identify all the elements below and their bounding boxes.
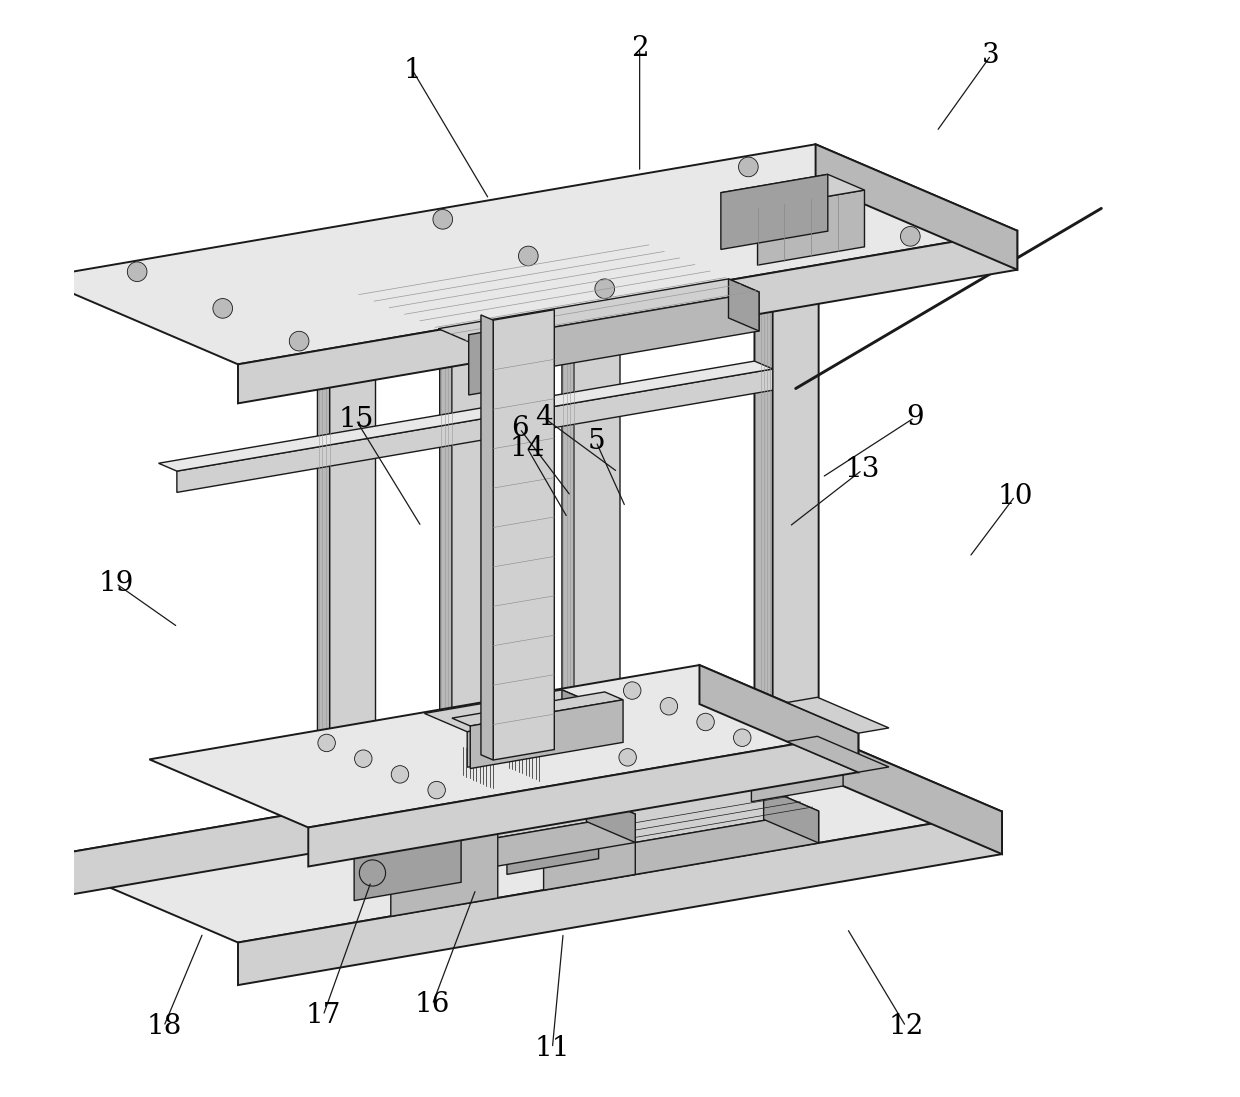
Polygon shape xyxy=(238,812,1002,985)
Circle shape xyxy=(624,682,641,699)
Polygon shape xyxy=(330,316,376,835)
Circle shape xyxy=(739,157,758,177)
Text: 4: 4 xyxy=(534,404,552,431)
Polygon shape xyxy=(562,278,574,793)
Circle shape xyxy=(825,194,843,214)
Circle shape xyxy=(595,279,615,298)
Text: 2: 2 xyxy=(631,35,649,63)
Circle shape xyxy=(660,698,677,715)
Text: 15: 15 xyxy=(339,406,373,433)
Polygon shape xyxy=(549,788,818,848)
Polygon shape xyxy=(543,817,635,890)
Text: 13: 13 xyxy=(844,456,880,484)
Circle shape xyxy=(508,701,526,719)
Polygon shape xyxy=(574,274,620,793)
Polygon shape xyxy=(469,292,759,381)
Circle shape xyxy=(355,750,372,768)
Polygon shape xyxy=(507,802,635,834)
Polygon shape xyxy=(238,230,1017,404)
Polygon shape xyxy=(451,295,497,814)
Circle shape xyxy=(518,246,538,265)
Polygon shape xyxy=(309,733,858,867)
Polygon shape xyxy=(481,315,494,760)
Polygon shape xyxy=(699,665,858,772)
Circle shape xyxy=(433,210,453,229)
Polygon shape xyxy=(720,174,828,249)
Circle shape xyxy=(697,713,714,731)
Text: 1: 1 xyxy=(404,57,422,84)
Polygon shape xyxy=(804,726,1002,855)
Text: 16: 16 xyxy=(414,992,450,1018)
Polygon shape xyxy=(764,788,818,842)
Polygon shape xyxy=(149,665,858,827)
Circle shape xyxy=(900,226,920,246)
Text: 18: 18 xyxy=(146,1013,181,1040)
Circle shape xyxy=(392,766,409,783)
Polygon shape xyxy=(36,145,1017,364)
Polygon shape xyxy=(754,231,773,750)
Polygon shape xyxy=(787,698,889,733)
Circle shape xyxy=(734,730,751,746)
Text: 3: 3 xyxy=(982,42,999,69)
Polygon shape xyxy=(751,730,843,802)
Polygon shape xyxy=(720,716,843,745)
Text: 10: 10 xyxy=(997,483,1033,510)
Polygon shape xyxy=(177,369,773,493)
Polygon shape xyxy=(470,700,622,769)
Polygon shape xyxy=(773,231,818,750)
Circle shape xyxy=(360,860,386,886)
Circle shape xyxy=(128,262,148,282)
Circle shape xyxy=(428,781,445,799)
Polygon shape xyxy=(482,814,635,869)
Polygon shape xyxy=(816,145,1017,270)
Polygon shape xyxy=(424,690,605,732)
Circle shape xyxy=(619,748,636,766)
Text: 11: 11 xyxy=(534,1034,570,1062)
Polygon shape xyxy=(317,312,376,325)
Polygon shape xyxy=(440,291,497,304)
Text: 9: 9 xyxy=(906,404,924,431)
Polygon shape xyxy=(469,328,507,395)
Polygon shape xyxy=(159,361,773,471)
Polygon shape xyxy=(391,827,497,916)
Polygon shape xyxy=(787,736,889,772)
Text: 14: 14 xyxy=(510,434,544,462)
Text: 5: 5 xyxy=(588,428,605,455)
Text: 12: 12 xyxy=(888,1013,924,1040)
Polygon shape xyxy=(355,812,461,901)
Polygon shape xyxy=(605,811,818,880)
Polygon shape xyxy=(440,298,451,814)
Polygon shape xyxy=(355,812,497,846)
Polygon shape xyxy=(562,690,605,744)
Polygon shape xyxy=(507,802,599,874)
Polygon shape xyxy=(720,174,864,208)
Polygon shape xyxy=(451,692,622,726)
Polygon shape xyxy=(562,269,620,282)
Circle shape xyxy=(317,734,335,751)
Polygon shape xyxy=(587,793,635,842)
Polygon shape xyxy=(494,309,554,760)
Polygon shape xyxy=(434,793,635,840)
Polygon shape xyxy=(317,319,330,835)
Circle shape xyxy=(289,331,309,351)
Polygon shape xyxy=(40,726,1002,942)
Text: 17: 17 xyxy=(305,1003,341,1029)
Polygon shape xyxy=(754,224,818,239)
Polygon shape xyxy=(40,726,804,900)
Polygon shape xyxy=(467,709,605,767)
Text: 19: 19 xyxy=(98,570,134,597)
Polygon shape xyxy=(758,190,864,265)
Circle shape xyxy=(213,298,233,318)
Text: 6: 6 xyxy=(511,415,528,442)
Polygon shape xyxy=(728,279,759,331)
Polygon shape xyxy=(438,279,759,342)
